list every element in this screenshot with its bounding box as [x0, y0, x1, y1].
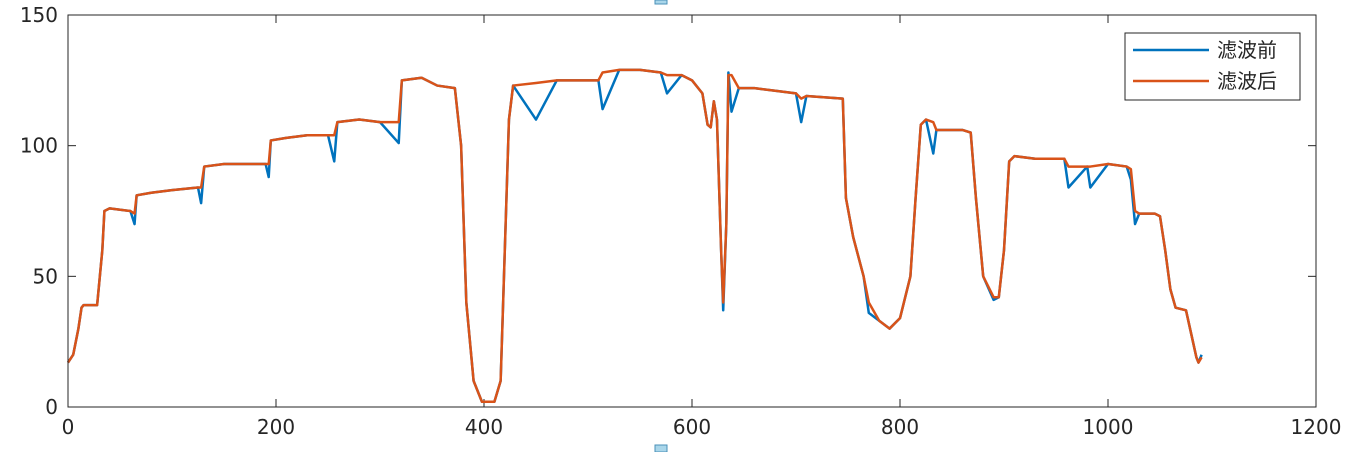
- y-tick-label: 100: [20, 134, 58, 158]
- legend-label: 滤波前: [1217, 38, 1277, 62]
- marker-artifact: [654, 444, 668, 453]
- axes-box: [67, 14, 1317, 408]
- x-tick-label: 600: [673, 415, 711, 439]
- series-line: [66, 68, 1203, 404]
- y-tick-label: 50: [33, 264, 58, 288]
- x-tick-label: 0: [62, 415, 75, 439]
- legend-box: [1124, 32, 1301, 101]
- marker-artifact: [654, 0, 668, 5]
- x-tick-label: 400: [465, 415, 503, 439]
- x-tick-label: 800: [881, 415, 919, 439]
- x-tick-label: 1200: [1291, 415, 1342, 439]
- x-tick-label: 200: [257, 415, 295, 439]
- y-tick-label: 150: [20, 3, 58, 27]
- series-line: [66, 68, 1203, 404]
- y-tick-label: 0: [45, 395, 58, 419]
- legend-label: 滤波后: [1217, 69, 1277, 93]
- x-tick-label: 1000: [1083, 415, 1134, 439]
